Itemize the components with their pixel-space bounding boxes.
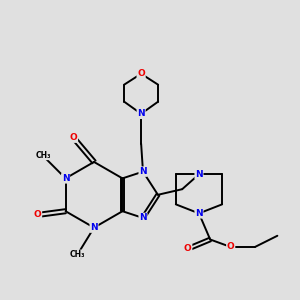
Text: CH₃: CH₃ — [35, 151, 51, 160]
Text: N: N — [195, 170, 203, 179]
Text: O: O — [184, 244, 192, 253]
Text: N: N — [139, 213, 147, 222]
Text: N: N — [90, 223, 98, 232]
Text: N: N — [195, 209, 203, 218]
Text: O: O — [70, 133, 77, 142]
Text: O: O — [227, 242, 235, 251]
Text: CH₃: CH₃ — [70, 250, 85, 259]
Text: N: N — [137, 109, 145, 118]
Text: N: N — [62, 174, 69, 183]
Text: N: N — [139, 167, 147, 176]
Text: O: O — [34, 210, 41, 219]
Text: O: O — [137, 69, 145, 78]
